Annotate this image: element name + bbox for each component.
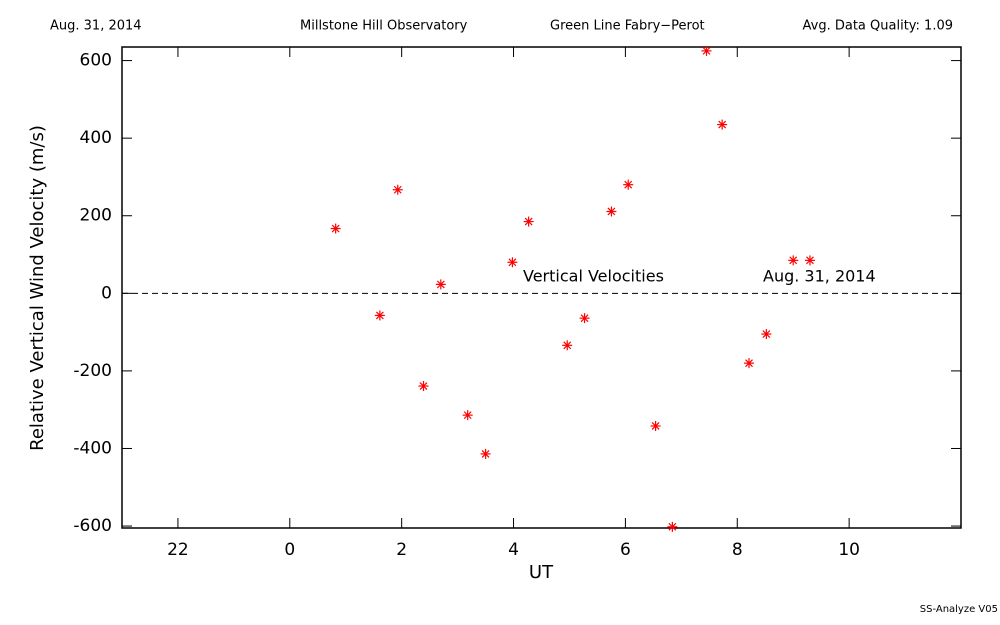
- y-tick-label: -400: [73, 438, 112, 458]
- data-point: [788, 255, 799, 266]
- data-point: [761, 329, 772, 340]
- data-point: [667, 521, 678, 532]
- data-point: [744, 358, 755, 369]
- footer: SS-Analyze V05: [920, 604, 998, 615]
- data-point: [804, 255, 815, 266]
- x-tick-label: 8: [732, 540, 743, 560]
- y-tick-label: 400: [80, 128, 112, 148]
- asterisk-stroke: [508, 258, 517, 267]
- asterisk-stroke: [375, 311, 384, 320]
- asterisk-stroke: [762, 330, 771, 338]
- data-point: [507, 257, 518, 268]
- header-instrument: Green Line Fabry−Perot: [550, 19, 705, 34]
- x-tick-label: 4: [508, 540, 519, 560]
- header-quality: Avg. Data Quality: 1.09: [803, 19, 953, 34]
- asterisk-stroke: [668, 522, 677, 531]
- data-point: [579, 313, 590, 324]
- asterisk-stroke: [419, 382, 428, 390]
- y-tick-label: -600: [73, 516, 112, 536]
- data-point: [418, 381, 429, 392]
- asterisk-stroke: [607, 207, 616, 216]
- data-point: [462, 410, 473, 421]
- data-point: [374, 310, 385, 321]
- asterisk-stroke: [524, 217, 533, 226]
- y-axis-title: Relative Vertical Wind Velocity (m/s): [27, 125, 48, 451]
- annotation: Aug. 31, 2014: [763, 267, 876, 286]
- data-point: [623, 179, 634, 190]
- asterisk-stroke: [580, 314, 589, 323]
- data-point: [480, 448, 491, 459]
- x-tick-label: 6: [620, 540, 631, 560]
- x-tick-label: 2: [396, 540, 407, 560]
- y-tick-label: 0: [101, 283, 112, 303]
- data-point: [562, 340, 573, 351]
- asterisk-stroke: [624, 180, 633, 189]
- data-point: [523, 216, 534, 227]
- x-tick-label: 10: [838, 540, 860, 560]
- data-point: [435, 279, 446, 290]
- y-tick-label: 600: [80, 51, 112, 71]
- x-tick-label: 22: [167, 540, 189, 560]
- asterisk-stroke: [393, 185, 402, 194]
- asterisk-stroke: [745, 359, 753, 368]
- asterisk-stroke: [718, 120, 727, 129]
- asterisk-stroke: [806, 256, 814, 265]
- x-tick-label: 0: [284, 540, 295, 560]
- data-point: [330, 223, 341, 234]
- data-point: [606, 206, 617, 217]
- annotation: Vertical Velocities: [523, 267, 664, 286]
- data-point: [717, 119, 728, 130]
- asterisk-stroke: [651, 422, 660, 430]
- header-date: Aug. 31, 2014: [50, 19, 142, 34]
- asterisk-stroke: [436, 280, 445, 289]
- asterisk-stroke: [702, 46, 711, 55]
- header-observatory: Millstone Hill Observatory: [300, 19, 468, 34]
- asterisk-stroke: [563, 341, 572, 350]
- asterisk-stroke: [331, 224, 340, 233]
- plot-frame: [121, 46, 962, 529]
- asterisk-stroke: [481, 449, 490, 458]
- data-point: [392, 184, 403, 195]
- asterisk-stroke: [463, 411, 472, 420]
- asterisk-stroke: [789, 256, 798, 265]
- data-point: [701, 45, 712, 56]
- y-tick-label: 200: [80, 206, 112, 226]
- data-point: [650, 420, 661, 431]
- x-axis-title: UT: [529, 562, 554, 583]
- y-tick-label: -200: [73, 361, 112, 381]
